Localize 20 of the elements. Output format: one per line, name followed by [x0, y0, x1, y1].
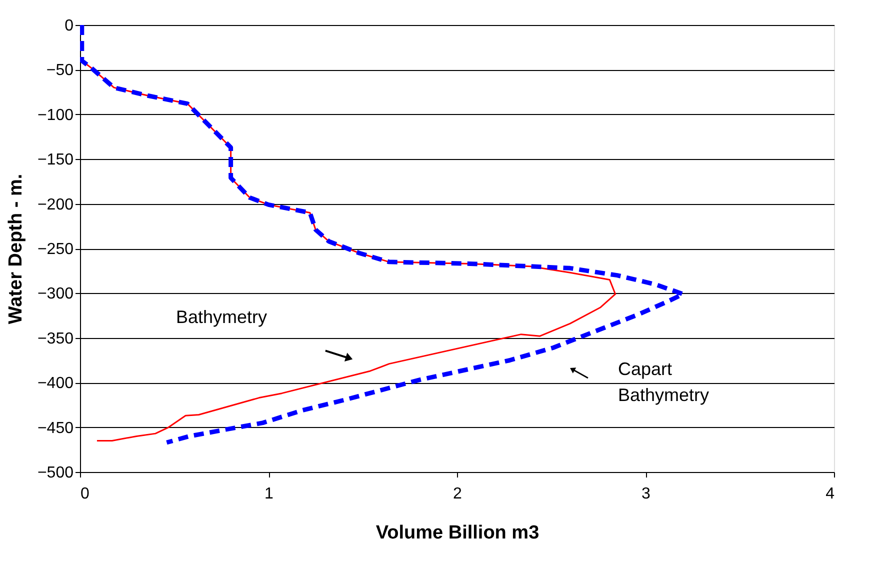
y-tick-label: −450	[37, 420, 74, 437]
y-tick-label: −50	[46, 62, 74, 80]
y-tick-label: 0	[64, 18, 74, 34]
y-tick-label: −350	[37, 330, 74, 348]
y-axis-title: Water Depth - m.	[5, 174, 26, 324]
annotation: Bathymetry	[176, 307, 268, 327]
y-tick-label: −300	[37, 286, 74, 303]
y-tick-label: −500	[37, 464, 74, 482]
y-tick-label: −100	[37, 106, 74, 124]
x-tick-label: 1	[264, 486, 274, 502]
y-tick-label: −150	[37, 152, 74, 169]
x-axis-title: Volume Billion m3	[376, 522, 540, 544]
x-tick-label: 0	[80, 486, 90, 502]
x-tick-label: 3	[642, 486, 651, 502]
x-tick-label: 2	[453, 486, 462, 502]
y-tick-label: −250	[37, 241, 74, 258]
x-tick-label: 4	[826, 486, 835, 502]
annotation: Capart Bathymetry	[618, 359, 710, 405]
y-tick-label: −400	[37, 375, 74, 392]
y-tick-label: −200	[37, 196, 74, 214]
